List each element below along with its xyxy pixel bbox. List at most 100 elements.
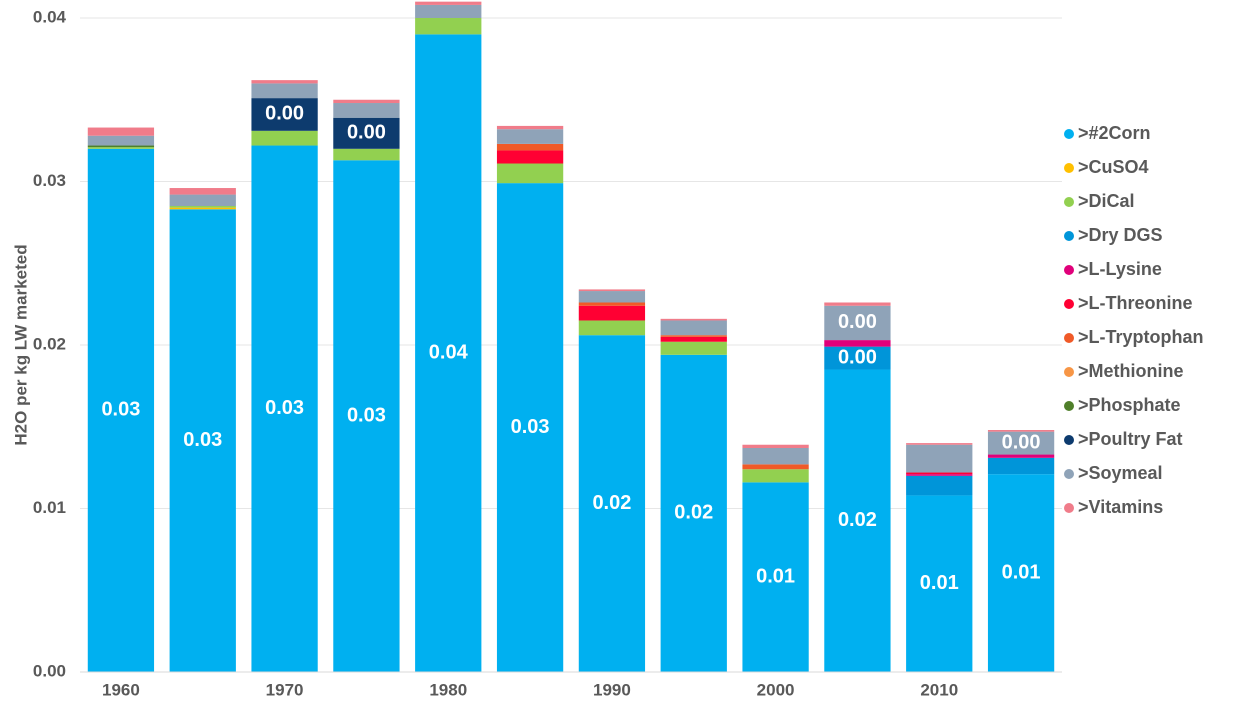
bar-segment [987,454,1055,458]
bar-segment [496,150,564,164]
bar-segment [87,135,155,146]
legend-label: >L-Tryptophan [1078,327,1204,347]
bar-segment [660,341,727,355]
bar-segment [496,183,564,672]
bar-segment [169,194,236,207]
legend-label: >L-Threonine [1078,293,1193,313]
bar-segment [660,354,727,672]
bar-segment [906,443,973,445]
data-label: 0.00 [838,346,877,368]
bar-segment [742,464,809,470]
bar-segment [906,475,973,496]
legend-label: >Methionine [1078,361,1184,381]
legend-marker [1064,435,1074,445]
y-tick-label: 0.02 [33,334,66,353]
bar-segment [742,469,809,483]
bar-segment [660,336,727,342]
data-label: 0.01 [1002,561,1041,583]
bar-segment [906,495,973,672]
legend-marker [1064,367,1074,377]
data-label: 0.00 [838,311,877,333]
bar-segment [333,99,400,104]
bar-segment [169,209,236,673]
bar-segment [169,188,236,195]
bar-segment [987,474,1055,672]
bar-segment [906,474,973,476]
y-tick-label: 0.03 [33,171,66,190]
x-tick-label: 1980 [429,680,467,699]
bar-segment [660,318,727,321]
legend-marker [1064,333,1074,343]
bar-segment [496,125,564,130]
data-label: 0.00 [1002,431,1041,453]
bar-segment [87,148,155,673]
bar-segment [578,320,646,336]
bar-segment [333,117,400,149]
x-tick-label: 2000 [757,680,795,699]
legend-marker [1064,401,1074,411]
bar-segment [415,1,482,5]
legend-marker [1064,469,1074,479]
legend-label: >Poultry Fat [1078,429,1183,449]
bar-segment [415,18,482,35]
bar-segment [169,206,236,208]
bar-segment [333,160,400,672]
bar-segment [987,431,1055,455]
legend-marker [1064,503,1074,513]
y-tick-label: 0.01 [33,498,66,517]
bar-segment [578,291,646,303]
bar-segment [333,103,400,118]
bar-segment [987,430,1055,432]
data-label: 0.00 [265,103,304,125]
bar-segment [87,145,155,148]
legend-marker [1064,299,1074,309]
bar-segment [742,444,809,449]
bar-segment [87,147,155,149]
legend-label: >#2Corn [1078,123,1151,143]
legend-marker [1064,197,1074,207]
bar-segment [660,320,727,336]
bar-segment [251,130,318,146]
x-tick-label: 2010 [920,680,958,699]
legend-label: >Dry DGS [1078,225,1163,245]
bar-segment [906,444,973,473]
bar-segment [578,305,646,321]
x-tick-label: 1990 [593,680,631,699]
data-label: 0.03 [347,404,386,426]
legend-marker [1064,163,1074,173]
legend-marker [1064,231,1074,241]
bar-segment [824,302,891,306]
data-label: 0.03 [265,397,304,419]
bar-segment [415,4,482,18]
legend-label: >Soymeal [1078,463,1163,483]
legend-label: >DiCal [1078,191,1135,211]
legend-marker [1064,129,1074,139]
bar-segment [824,305,891,341]
bar-segment [742,482,809,672]
data-label: 0.01 [756,565,795,587]
bar-segment [415,34,482,673]
data-label: 0.02 [674,502,713,524]
legend-label: >Phosphate [1078,395,1181,415]
bar-segment [824,369,891,672]
bar-segment [251,98,318,131]
bar-segment [742,448,809,465]
bar-segment [660,335,727,337]
y-axis-label: H2O per kg LW marketed [11,244,30,445]
data-label: 0.00 [347,122,386,144]
legend-label: >CuSO4 [1078,157,1149,177]
data-label: 0.03 [511,416,550,438]
bar-segment [251,145,318,672]
bar-segment [496,163,564,184]
y-tick-label: 0.04 [33,7,67,26]
data-label: 0.04 [429,341,469,363]
bar-segment [906,472,973,475]
bar-segment [333,148,400,161]
data-label: 0.02 [592,492,631,514]
data-label: 0.01 [920,572,959,594]
data-label: 0.03 [101,399,140,421]
x-tick-label: 1970 [266,680,304,699]
bar-segment [496,143,564,151]
